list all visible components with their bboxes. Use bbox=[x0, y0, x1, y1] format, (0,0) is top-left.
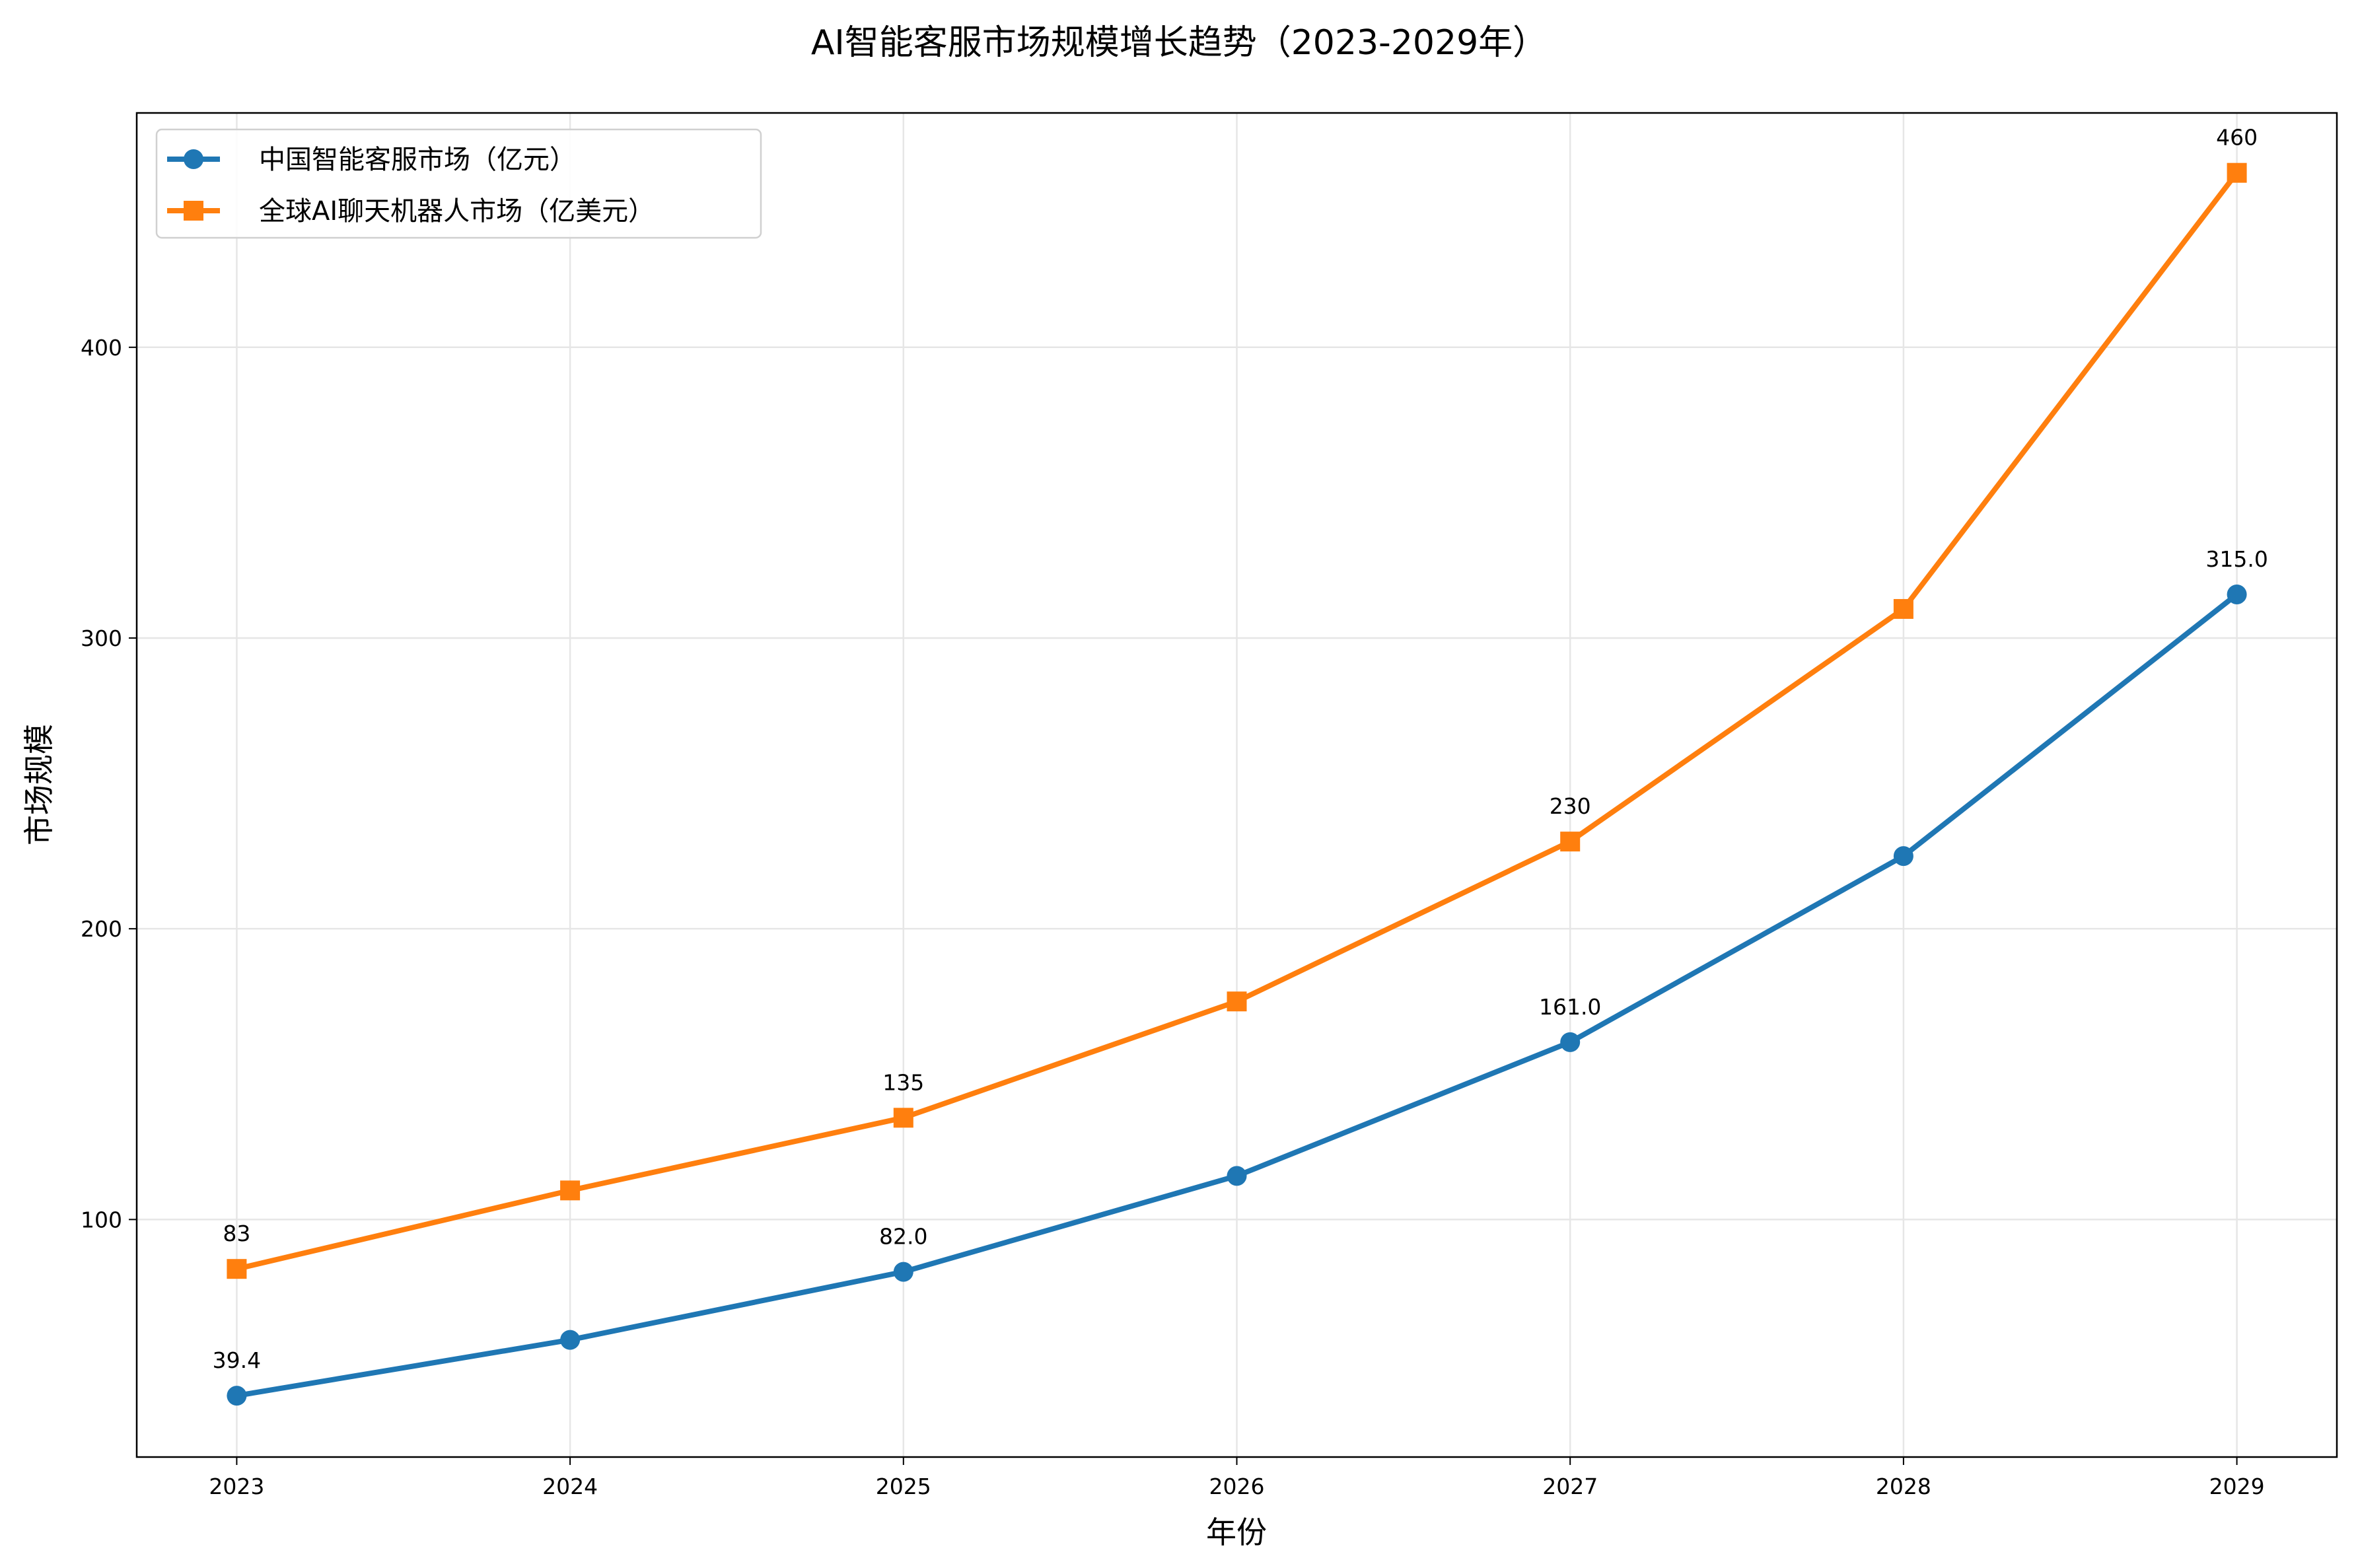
data-label: 135 bbox=[882, 1069, 924, 1095]
x-tick-label: 2028 bbox=[1876, 1474, 1931, 1499]
series-group: 39.4 82.0 161.0 315.0 83 135 230 460 bbox=[213, 125, 2268, 1406]
data-label: 161.0 bbox=[1539, 994, 1601, 1020]
data-point bbox=[893, 1108, 913, 1128]
x-tick-label: 2027 bbox=[1542, 1474, 1598, 1499]
legend: 中国智能客服市场（亿元） 全球AI聊天机器人市场（亿美元） bbox=[155, 128, 762, 239]
x-tick-label: 2025 bbox=[876, 1474, 931, 1499]
data-label: 315.0 bbox=[2205, 546, 2268, 572]
chart-title: AI智能客服市场规模增长趋势（2023-2029年） bbox=[811, 23, 1547, 63]
y-tick-label: 300 bbox=[81, 625, 122, 651]
x-tick-label: 2026 bbox=[1209, 1474, 1265, 1499]
data-point bbox=[1227, 1166, 1247, 1186]
x-tick-label: 2023 bbox=[209, 1474, 264, 1499]
data-point bbox=[2227, 584, 2247, 604]
y-axis-label: 市场规模 bbox=[21, 724, 57, 845]
data-label: 82.0 bbox=[879, 1224, 927, 1250]
legend-label: 全球AI聊天机器人市场（亿美元） bbox=[259, 196, 655, 227]
data-point bbox=[1893, 598, 1913, 619]
x-axis-label: 年份 bbox=[1206, 1515, 1267, 1550]
data-label: 39.4 bbox=[213, 1347, 261, 1373]
data-point bbox=[1560, 1032, 1581, 1052]
data-point bbox=[1893, 846, 1913, 867]
legend-marker-circle bbox=[184, 149, 203, 169]
data-point bbox=[227, 1386, 247, 1406]
data-label: 230 bbox=[1550, 793, 1591, 819]
data-point bbox=[227, 1259, 247, 1279]
y-tick-label: 100 bbox=[81, 1207, 122, 1232]
data-point bbox=[2227, 162, 2247, 183]
data-label: 83 bbox=[223, 1221, 250, 1246]
x-tick-label: 2024 bbox=[542, 1474, 598, 1499]
data-label: 460 bbox=[2216, 125, 2258, 151]
legend-box bbox=[155, 128, 762, 239]
data-point bbox=[1560, 832, 1581, 852]
ticks: 2023 2024 2025 2026 2027 2028 2029 100 200 300 400 bbox=[81, 335, 2265, 1499]
data-point bbox=[560, 1180, 581, 1201]
y-tick-label: 400 bbox=[81, 335, 122, 361]
legend-marker-square bbox=[184, 201, 203, 221]
grid bbox=[137, 113, 2337, 1457]
data-point bbox=[560, 1330, 581, 1350]
legend-label: 中国智能客服市场（亿元） bbox=[259, 145, 576, 175]
y-tick-label: 200 bbox=[81, 916, 122, 942]
data-point bbox=[893, 1262, 913, 1282]
x-tick-label: 2029 bbox=[2209, 1474, 2265, 1499]
data-point bbox=[1227, 991, 1247, 1012]
